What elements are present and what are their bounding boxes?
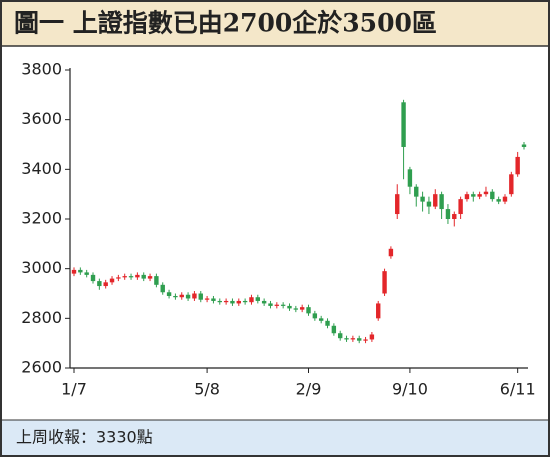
candle-body: [217, 300, 222, 303]
candle-body: [318, 318, 324, 321]
candle-body: [192, 293, 197, 299]
candle-body: [223, 300, 229, 303]
candle-body: [274, 304, 280, 306]
y-tick-label: 3400: [21, 159, 62, 178]
candle-body: [414, 186, 419, 197]
candle-body: [261, 300, 267, 304]
candle-body: [344, 338, 349, 340]
candle-body: [502, 196, 508, 202]
x-tick-label: 6/11: [500, 380, 536, 399]
candle-body: [280, 304, 286, 306]
candle-body: [122, 276, 127, 278]
candle-body: [160, 284, 165, 293]
y-tick-label: 2800: [21, 308, 62, 327]
candle-body: [293, 308, 299, 310]
y-tick-label: 3800: [21, 60, 62, 79]
candle-body: [458, 199, 463, 215]
candle-body: [407, 169, 413, 187]
candle-body: [496, 199, 501, 202]
candle-body: [255, 297, 261, 301]
footer-band: [2, 420, 548, 455]
candle-body: [306, 307, 311, 314]
candle-body: [325, 320, 330, 326]
candle-body: [363, 339, 368, 341]
candle-body: [179, 294, 184, 298]
candle-body: [350, 338, 356, 340]
candle-body: [312, 313, 318, 319]
y-tick-label: 2600: [21, 358, 62, 377]
candle-body: [471, 194, 476, 197]
footer-note: 上周收報：3330點: [16, 428, 153, 447]
y-tick-label: 3000: [21, 258, 62, 277]
candle-body: [337, 333, 343, 339]
candle-body: [521, 144, 527, 147]
candle-body: [420, 196, 425, 202]
candle-body: [388, 248, 394, 257]
candle-body: [84, 272, 89, 275]
candle-body: [128, 276, 134, 278]
candle-body: [109, 278, 115, 283]
x-tick-label: 9/10: [392, 380, 428, 399]
candle-body: [357, 338, 362, 341]
candle-body: [97, 281, 102, 287]
candle-body: [236, 300, 241, 304]
candle-body: [376, 303, 381, 319]
candle-body: [185, 294, 191, 299]
candle-body: [103, 282, 108, 287]
x-tick-label: 5/8: [194, 380, 220, 399]
candle-body: [135, 274, 140, 278]
candle-body: [204, 298, 210, 300]
candle-body: [433, 194, 438, 207]
candle-body: [268, 303, 273, 306]
candle-body: [382, 271, 387, 294]
candle-body: [483, 191, 489, 195]
candle-body: [147, 276, 153, 279]
chart-title: 圖一 上證指數已由2700企於3500區: [14, 9, 437, 38]
candle-body: [452, 214, 457, 219]
candle-body: [154, 276, 159, 285]
candle-body: [515, 156, 520, 175]
candle-body: [401, 102, 406, 147]
candle-body: [211, 298, 216, 301]
candle-body: [166, 292, 172, 296]
candle-body: [71, 269, 77, 274]
title-band: [2, 2, 548, 46]
candle-body: [116, 277, 121, 279]
candle-body: [78, 269, 83, 273]
candle-body: [331, 325, 337, 334]
candle-body: [90, 274, 96, 282]
candle-body: [426, 201, 432, 207]
candle-body: [198, 293, 203, 300]
candle-body: [477, 194, 482, 197]
candle-body: [287, 305, 292, 309]
candle-body: [173, 295, 178, 298]
candle-body: [445, 209, 451, 219]
y-tick-label: 3600: [21, 109, 62, 128]
candle-body: [464, 194, 470, 200]
candle-body: [395, 194, 400, 215]
candle-body: [230, 300, 235, 304]
candle-body: [249, 297, 254, 303]
x-tick-label: 2/9: [296, 380, 322, 399]
candle-body: [509, 174, 514, 195]
candle-body: [369, 334, 375, 340]
candle-body: [299, 307, 305, 310]
candle-body: [490, 191, 495, 200]
x-tick-label: 1/7: [61, 380, 87, 399]
candle-body: [439, 194, 444, 210]
y-tick-label: 3200: [21, 209, 62, 228]
candle-body: [141, 274, 146, 279]
candle-body: [242, 300, 248, 303]
